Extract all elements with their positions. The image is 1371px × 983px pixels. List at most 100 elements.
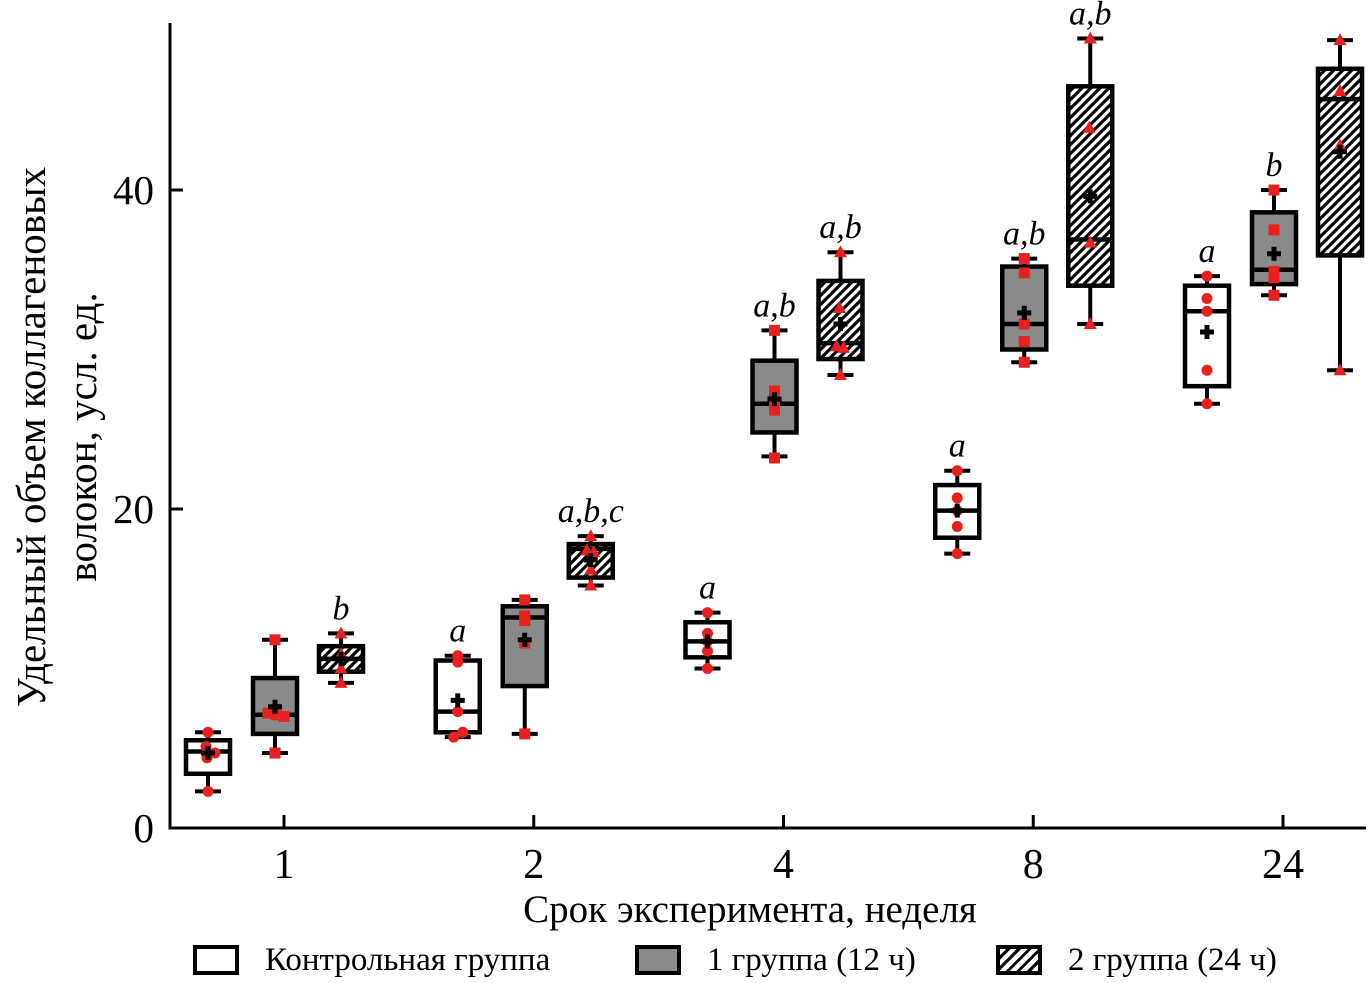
data-point xyxy=(448,731,460,743)
box-control-week-2: a xyxy=(433,613,482,743)
mean-marker xyxy=(450,693,465,708)
box-group1-week-4: a,b xyxy=(750,287,799,464)
box-group1-week-2 xyxy=(500,594,549,740)
y-axis-title-line1: Удельный объем коллагеновых xyxy=(8,166,54,708)
legend-item-control: Контрольная группа xyxy=(193,941,550,979)
mean-marker xyxy=(950,503,965,518)
data-point xyxy=(1201,270,1213,282)
data-point xyxy=(334,626,348,639)
data-point xyxy=(270,709,282,721)
box-body xyxy=(1315,66,1365,258)
data-point xyxy=(769,452,780,464)
data-point xyxy=(769,324,780,336)
x-tick-label: 2 xyxy=(523,842,544,888)
data-point xyxy=(519,594,531,606)
data-point xyxy=(269,747,281,759)
data-point xyxy=(1018,336,1030,348)
data-point xyxy=(1018,318,1030,330)
data-point xyxy=(1083,31,1097,44)
mean-marker xyxy=(833,316,848,331)
significance-label: a,b xyxy=(1003,216,1046,253)
data-point xyxy=(702,663,713,674)
data-point xyxy=(1268,184,1280,196)
significance-label: a xyxy=(949,428,966,465)
data-point xyxy=(519,728,531,740)
x-axis-title: Срок эксперимента, неделя xyxy=(523,888,977,931)
data-point xyxy=(1018,267,1030,279)
data-point xyxy=(519,615,531,627)
x-tick-label: 24 xyxy=(1262,842,1304,888)
significance-label: a,b xyxy=(819,209,862,246)
legend-label-group1: 1 группа (12 ч) xyxy=(707,941,916,978)
data-point xyxy=(1082,120,1096,133)
mean-marker xyxy=(1083,189,1098,204)
y-tick-label: 40 xyxy=(113,167,154,213)
mean-marker xyxy=(1017,305,1032,320)
data-point xyxy=(833,301,846,314)
significance-label: a,b,c xyxy=(558,493,624,530)
box-body xyxy=(250,675,300,737)
data-point xyxy=(1268,224,1280,236)
y-tick-label: 20 xyxy=(113,486,154,532)
data-point xyxy=(202,785,214,797)
data-point xyxy=(1268,272,1280,284)
data-point xyxy=(1083,235,1097,248)
legend-item-group1: 1 группа (12 ч) xyxy=(635,941,916,979)
legend-swatch-group1 xyxy=(635,945,681,975)
data-point xyxy=(1333,138,1347,151)
y-axis-title: Удельный объем коллагеновых волокон, усл… xyxy=(6,167,108,707)
significance-label: a xyxy=(699,570,716,607)
box-group1-week-24: b xyxy=(1249,147,1299,301)
y-axis-title-line2: волокон, усл. ед. xyxy=(59,292,105,582)
data-point xyxy=(951,521,963,533)
data-point xyxy=(769,404,780,416)
box-body xyxy=(1066,84,1115,288)
box-control-week-4: a xyxy=(683,570,732,674)
mean-marker xyxy=(201,746,215,761)
data-point xyxy=(269,634,281,646)
box-group2-week-8: a,b xyxy=(1066,0,1115,329)
data-point xyxy=(1201,292,1213,304)
significance-label: a xyxy=(449,613,466,650)
mean-marker xyxy=(268,699,282,714)
data-point xyxy=(202,726,214,738)
data-point xyxy=(951,492,963,504)
legend-label-control: Контрольная группа xyxy=(265,941,551,978)
significance-label: b xyxy=(1266,147,1283,184)
data-point xyxy=(834,368,847,381)
data-point xyxy=(1333,363,1347,376)
mean-marker xyxy=(334,651,348,666)
data-point xyxy=(702,627,713,639)
data-point xyxy=(584,529,598,542)
box-group2-week-4: a,b xyxy=(816,209,865,381)
data-point xyxy=(1268,265,1280,277)
x-tick-label: 1 xyxy=(274,842,295,888)
data-point xyxy=(951,465,963,477)
legend-item-group2: 2 группа (24 ч) xyxy=(996,941,1277,979)
data-point xyxy=(457,726,469,738)
data-point xyxy=(1201,364,1213,376)
data-point xyxy=(1201,398,1213,410)
x-tick-label: 8 xyxy=(1023,842,1044,888)
box-group1-week-1 xyxy=(250,634,300,759)
box-control-week-1 xyxy=(183,726,233,797)
mean-marker xyxy=(1200,324,1214,339)
data-point xyxy=(769,385,780,397)
data-point xyxy=(1201,305,1213,317)
data-point xyxy=(1018,356,1030,368)
data-point xyxy=(334,661,348,674)
data-point xyxy=(1018,253,1030,265)
significance-label: a,b xyxy=(1069,0,1112,32)
significance-label: a xyxy=(1199,233,1216,270)
x-tick-label: 4 xyxy=(773,842,794,888)
data-point xyxy=(262,707,274,719)
significance-label: b xyxy=(333,590,350,627)
box-group1-week-8: a,b xyxy=(1000,216,1049,368)
data-point xyxy=(1333,33,1347,46)
box-group2-week-1: b xyxy=(316,590,366,688)
box-control-week-24: a xyxy=(1182,233,1232,410)
box-group2-week-2: a,b,c xyxy=(558,493,624,591)
data-point xyxy=(1268,289,1280,301)
